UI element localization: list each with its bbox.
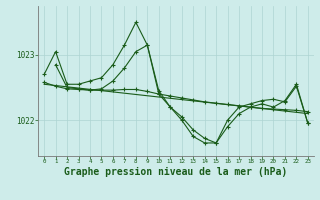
X-axis label: Graphe pression niveau de la mer (hPa): Graphe pression niveau de la mer (hPa) xyxy=(64,167,288,177)
